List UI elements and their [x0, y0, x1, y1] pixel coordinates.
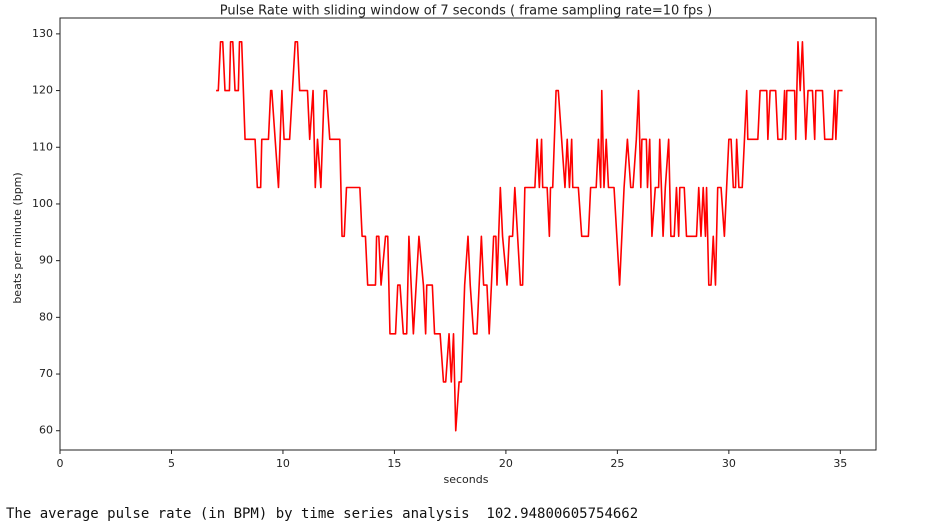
x-tick-label: 15 [387, 457, 401, 470]
pulse-line [216, 41, 843, 432]
chart: Pulse Rate with sliding window of 7 seco… [11, 4, 877, 486]
chart-title: Pulse Rate with sliding window of 7 seco… [220, 4, 712, 19]
y-tick-label: 120 [32, 84, 53, 97]
y-axis-label: beats per minute (bpm) [11, 172, 24, 303]
y-tick-label: 110 [32, 140, 53, 153]
plot-frame [59, 17, 877, 451]
y-tick-label: 70 [39, 367, 53, 380]
x-tick-label: 10 [276, 457, 290, 470]
output-text: The average pulse rate (in BPM) by time … [6, 506, 639, 522]
x-tick-label: 5 [168, 457, 175, 470]
y-tick-label: 90 [39, 254, 53, 267]
x-tick-label: 20 [499, 457, 513, 470]
x-tick-label: 30 [722, 457, 736, 470]
y-tick-label: 100 [32, 197, 53, 210]
y-tick-label: 80 [39, 310, 53, 323]
x-tick-label: 0 [57, 457, 64, 470]
x-tick-label: 35 [833, 457, 847, 470]
y-tick-label: 60 [39, 424, 53, 437]
x-axis-label: seconds [444, 473, 489, 486]
x-tick-label: 25 [610, 457, 624, 470]
y-tick-label: 130 [32, 27, 53, 40]
